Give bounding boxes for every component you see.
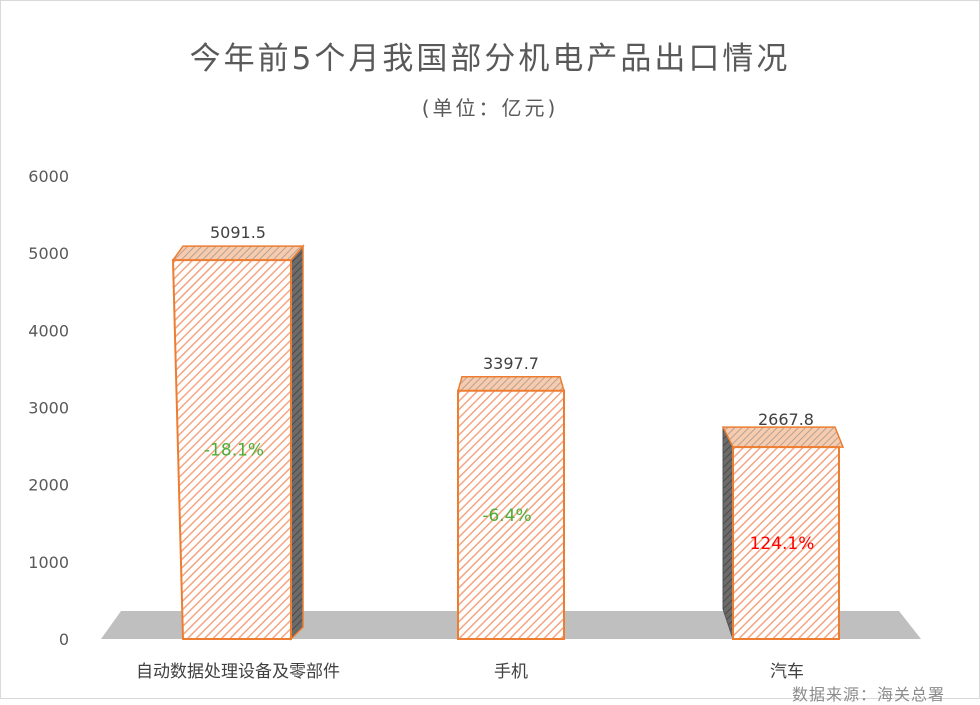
bar-top-face [721,426,845,448]
bar-top-face [457,376,565,392]
y-tick-label: 2000 [28,476,69,495]
growth-rate-label: -6.4% [482,506,531,526]
bar-front-face [171,259,292,640]
chart-title: 今年前5个月我国部分机电产品出口情况 [189,41,791,77]
x-category-label: 手机 [494,662,528,682]
bar-value-label: 5091.5 [210,223,266,242]
y-tick-label: 5000 [28,244,69,263]
growth-rate-label: 124.1% [750,534,815,554]
bar-3 [721,426,845,640]
bar-value-label: 2667.8 [758,410,814,429]
bar-side-face [290,244,304,641]
y-tick-label: 4000 [28,321,69,340]
bar-1 [171,244,305,641]
y-tick-label: 3000 [28,399,69,418]
bar-front-face [457,389,565,640]
bar-front-face [732,446,840,640]
bar-top-face [171,245,305,261]
bar-value-label: 3397.7 [483,354,539,373]
y-tick-label: 0 [59,630,69,649]
x-category-label: 自动数据处理设备及零部件 [136,662,340,682]
chart-subtitle: (单位：亿元) [421,96,559,120]
y-tick-label: 6000 [28,167,69,186]
data-source-note: 数据来源：海关总署 [791,685,945,704]
x-category-label: 汽车 [770,662,804,682]
y-tick-label: 1000 [28,553,69,572]
bar-2 [457,376,565,640]
bar-side-face [722,426,734,640]
growth-rate-label: -18.1% [204,441,264,461]
